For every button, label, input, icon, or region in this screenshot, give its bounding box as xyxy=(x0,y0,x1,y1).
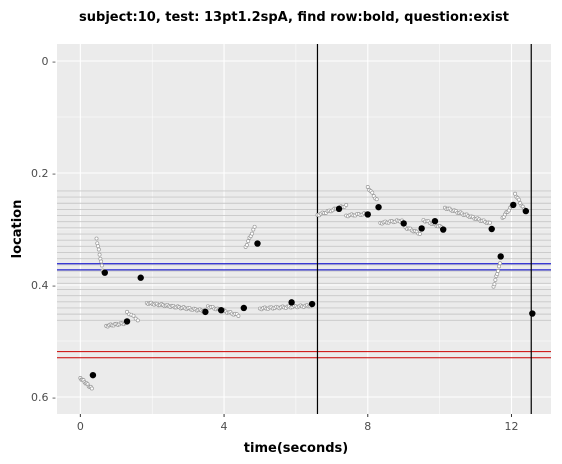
gaze-sample-point xyxy=(94,236,99,241)
fixation-point xyxy=(488,225,495,233)
fixation-point xyxy=(375,203,382,211)
gaze-sample-point xyxy=(96,247,101,252)
gaze-sample-point xyxy=(498,261,502,266)
gaze-sample-point xyxy=(89,386,94,391)
y-tick-label: 0 - xyxy=(42,55,56,68)
gaze-sample-point xyxy=(125,309,130,314)
fixation-point xyxy=(89,371,97,379)
fixation-point xyxy=(137,274,144,281)
fixation-point xyxy=(418,225,425,232)
gaze-sample-point xyxy=(99,259,104,264)
gaze-sample-point xyxy=(493,277,498,282)
gaze-sample-point xyxy=(250,231,254,236)
fixation-point xyxy=(431,217,439,225)
fixation-point xyxy=(364,211,371,218)
x-tick-label: 4 xyxy=(221,420,228,433)
fixations xyxy=(89,201,536,379)
gaze-sample-point xyxy=(516,197,521,202)
x-axis-title: time(seconds) xyxy=(244,441,348,456)
gaze-sample-point xyxy=(487,220,492,225)
fixation-point xyxy=(288,299,295,306)
fixation-point xyxy=(497,253,504,260)
fixation-point xyxy=(123,318,131,325)
fixation-point xyxy=(440,226,447,233)
gaze-sample-point xyxy=(131,313,136,318)
x-tick-label: 8 xyxy=(364,420,371,433)
gaze-sample-point xyxy=(417,231,422,236)
gaze-sample-point xyxy=(513,191,518,196)
gaze-sample-point xyxy=(97,252,102,257)
target-bands xyxy=(57,263,551,359)
gaze-sample-point xyxy=(246,239,251,244)
fixation-point xyxy=(335,205,343,213)
gaze-sample-point xyxy=(374,197,379,202)
gaze-sample-point xyxy=(96,244,100,249)
y-tick-label: 0.6 - xyxy=(31,391,56,404)
gaze-sample-point xyxy=(492,282,497,287)
fixation-point xyxy=(217,307,225,314)
y-tick-label: 0.4 - xyxy=(31,279,56,292)
vertical-lines xyxy=(316,44,532,414)
gaze-sample-point xyxy=(252,224,257,229)
gaze-sample-point xyxy=(344,203,349,207)
fixation-point xyxy=(308,300,316,308)
gaze-sample-point xyxy=(497,264,502,269)
fixation-point xyxy=(529,310,536,317)
gaze-sample-point xyxy=(99,263,104,268)
grid xyxy=(57,44,551,414)
gaze-sample-point xyxy=(496,269,501,273)
gaze-sample-point xyxy=(236,313,241,318)
y-tick-label: 0.2 - xyxy=(31,167,56,180)
fixation-point xyxy=(101,269,108,276)
gaze-sample-point xyxy=(135,318,140,323)
x-tick-label: 12 xyxy=(504,420,518,433)
gaze-sample-point xyxy=(370,190,375,195)
fixation-point xyxy=(254,240,261,247)
y-axis-title: location xyxy=(10,200,25,259)
chart-title: subject:10, test: 13pt1.2spA, find row:b… xyxy=(79,10,509,25)
y-axis: 0 - 0.2 - 0.4 - 0.6 - xyxy=(31,55,56,404)
x-axis: 0 4 8 12 xyxy=(77,414,518,433)
fixation-point xyxy=(510,201,517,209)
fixation-point xyxy=(240,304,248,312)
fixation-point xyxy=(202,308,209,316)
fixation-point xyxy=(522,207,530,215)
gaze-sample-point xyxy=(365,185,370,189)
x-tick-label: 0 xyxy=(77,420,84,433)
fixation-point xyxy=(400,220,407,227)
gaze-sample-point xyxy=(244,243,249,247)
